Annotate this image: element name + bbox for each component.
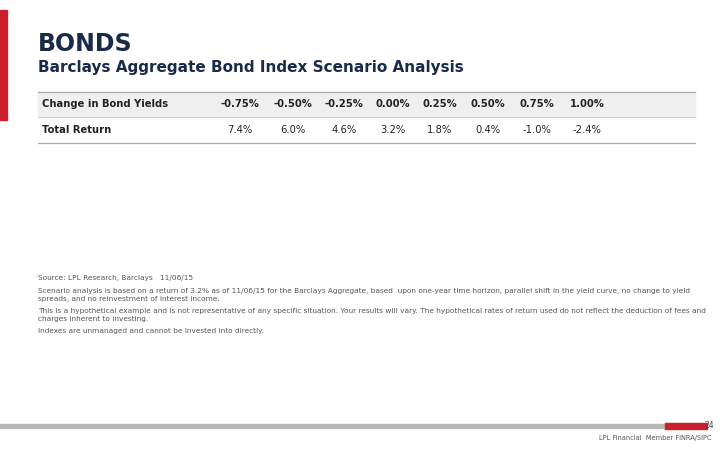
Text: 7.4%: 7.4% xyxy=(228,125,253,135)
Text: -0.75%: -0.75% xyxy=(220,99,259,109)
Text: 0.50%: 0.50% xyxy=(471,99,505,109)
Text: BONDS: BONDS xyxy=(38,32,132,56)
Text: -1.0%: -1.0% xyxy=(523,125,552,135)
Text: Indexes are unmanaged and cannot be invested into directly.: Indexes are unmanaged and cannot be inve… xyxy=(38,328,264,334)
Text: 1.8%: 1.8% xyxy=(428,125,453,135)
Text: -2.4%: -2.4% xyxy=(572,125,601,135)
Bar xyxy=(0,10,7,120)
Text: LPL Financial  Member FINRA/SIPC: LPL Financial Member FINRA/SIPC xyxy=(599,435,712,441)
Text: 24: 24 xyxy=(704,422,714,431)
Text: -0.50%: -0.50% xyxy=(274,99,312,109)
Text: Total Return: Total Return xyxy=(42,125,112,135)
Text: 0.25%: 0.25% xyxy=(423,99,457,109)
Text: Source: LPL Research, Barclays   11/06/15: Source: LPL Research, Barclays 11/06/15 xyxy=(38,275,193,281)
Bar xyxy=(665,423,707,429)
Text: 1.00%: 1.00% xyxy=(570,99,604,109)
Text: 0.4%: 0.4% xyxy=(475,125,500,135)
Text: Change in Bond Yields: Change in Bond Yields xyxy=(42,99,168,109)
Text: 6.0%: 6.0% xyxy=(280,125,305,135)
Text: Scenario analysis is based on a return of 3.2% as of 11/06/15 for the Barclays A: Scenario analysis is based on a return o… xyxy=(38,288,690,302)
Text: This is a hypothetical example and is not representative of any specific situati: This is a hypothetical example and is no… xyxy=(38,308,706,322)
Text: -0.25%: -0.25% xyxy=(325,99,364,109)
Text: 0.00%: 0.00% xyxy=(376,99,410,109)
Text: Barclays Aggregate Bond Index Scenario Analysis: Barclays Aggregate Bond Index Scenario A… xyxy=(38,60,464,75)
Bar xyxy=(0,424,665,428)
Text: 4.6%: 4.6% xyxy=(331,125,356,135)
Bar xyxy=(38,92,695,117)
Text: 3.2%: 3.2% xyxy=(380,125,405,135)
Text: 0.75%: 0.75% xyxy=(520,99,554,109)
